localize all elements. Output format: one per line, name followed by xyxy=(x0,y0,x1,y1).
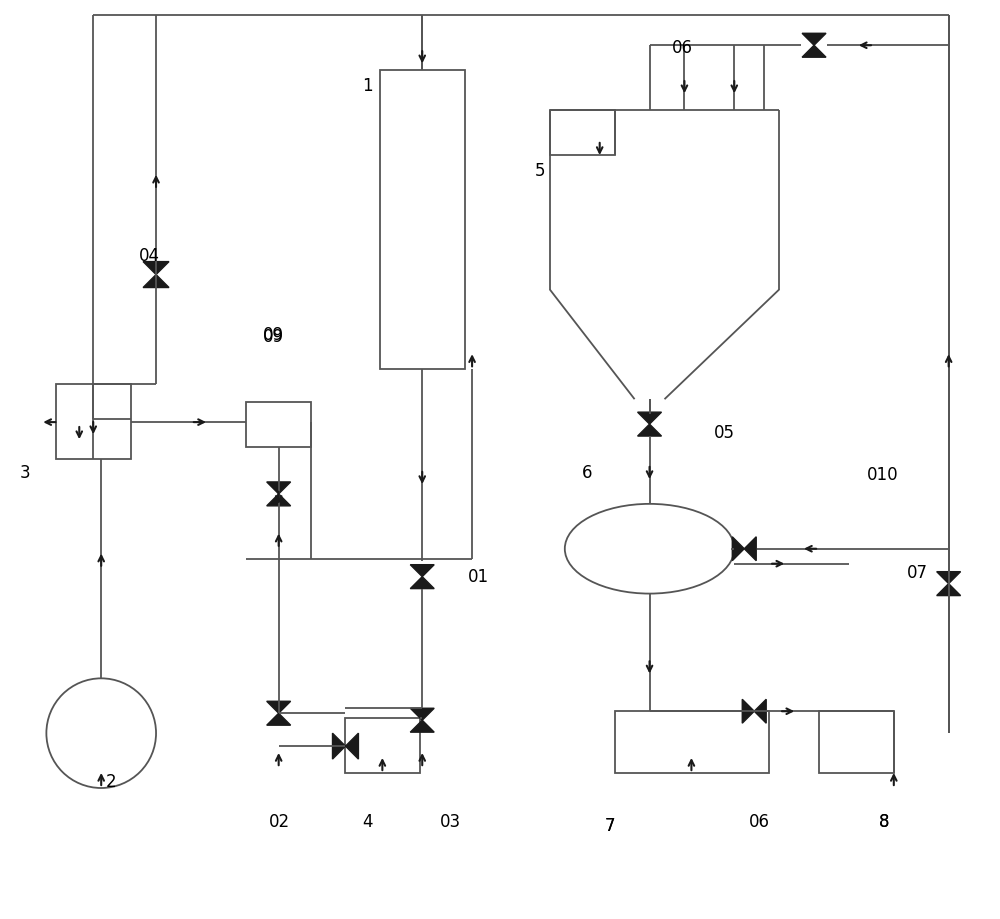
Text: 8: 8 xyxy=(879,812,889,830)
Polygon shape xyxy=(267,701,291,713)
Polygon shape xyxy=(410,565,434,577)
Text: 1: 1 xyxy=(362,77,373,95)
Text: 01: 01 xyxy=(468,567,489,585)
Polygon shape xyxy=(410,709,434,720)
Polygon shape xyxy=(937,572,961,584)
Text: 03: 03 xyxy=(440,812,461,830)
Text: 6: 6 xyxy=(582,463,592,482)
Bar xyxy=(246,403,311,448)
Text: 09: 09 xyxy=(263,326,284,344)
Polygon shape xyxy=(802,34,826,46)
Polygon shape xyxy=(732,538,744,562)
Polygon shape xyxy=(333,733,345,759)
Text: 04: 04 xyxy=(139,246,160,265)
Bar xyxy=(615,711,769,773)
Polygon shape xyxy=(345,733,358,759)
Polygon shape xyxy=(267,482,291,494)
Text: 02: 02 xyxy=(269,812,290,830)
Text: 05: 05 xyxy=(714,424,735,442)
Text: 7: 7 xyxy=(605,816,615,834)
Text: 3: 3 xyxy=(19,463,30,482)
Text: 07: 07 xyxy=(907,563,928,581)
Text: 5: 5 xyxy=(535,162,545,180)
Text: 09: 09 xyxy=(263,328,284,346)
Polygon shape xyxy=(638,425,662,437)
Bar xyxy=(56,385,131,460)
Polygon shape xyxy=(742,699,754,723)
Text: 06: 06 xyxy=(671,40,692,57)
Polygon shape xyxy=(744,538,756,562)
Polygon shape xyxy=(410,577,434,589)
Polygon shape xyxy=(143,262,169,276)
Text: 7: 7 xyxy=(605,816,615,834)
Polygon shape xyxy=(410,720,434,732)
Polygon shape xyxy=(143,276,169,289)
Text: 010: 010 xyxy=(867,465,899,483)
Text: 2: 2 xyxy=(106,772,117,790)
Polygon shape xyxy=(638,413,662,425)
Bar xyxy=(380,71,465,369)
Bar xyxy=(819,711,894,773)
Polygon shape xyxy=(802,46,826,58)
Polygon shape xyxy=(267,494,291,506)
Polygon shape xyxy=(754,699,766,723)
Text: 06: 06 xyxy=(749,812,770,830)
Bar xyxy=(345,719,420,773)
Text: 8: 8 xyxy=(879,812,889,830)
Polygon shape xyxy=(937,584,961,596)
Text: 4: 4 xyxy=(362,812,373,830)
Polygon shape xyxy=(267,713,291,725)
Bar xyxy=(550,111,615,155)
